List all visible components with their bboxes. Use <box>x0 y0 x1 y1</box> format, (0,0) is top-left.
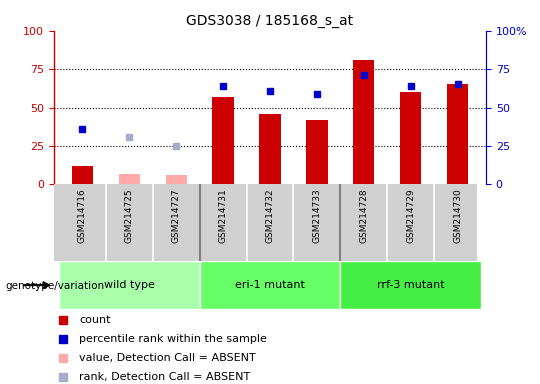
Text: GSM214729: GSM214729 <box>407 188 415 243</box>
Bar <box>72 166 93 184</box>
Text: GSM214732: GSM214732 <box>266 188 274 243</box>
Text: eri-1 mutant: eri-1 mutant <box>235 280 305 290</box>
Text: value, Detection Call = ABSENT: value, Detection Call = ABSENT <box>79 353 256 363</box>
Text: GSM214727: GSM214727 <box>172 188 180 243</box>
Text: percentile rank within the sample: percentile rank within the sample <box>79 334 267 344</box>
Bar <box>200 261 340 309</box>
Text: count: count <box>79 315 111 325</box>
Text: GSM214730: GSM214730 <box>453 188 462 243</box>
Bar <box>447 84 468 184</box>
Bar <box>212 97 234 184</box>
Title: GDS3038 / 185168_s_at: GDS3038 / 185168_s_at <box>186 14 354 28</box>
Text: wild type: wild type <box>104 280 154 290</box>
Text: rank, Detection Call = ABSENT: rank, Detection Call = ABSENT <box>79 371 251 382</box>
Text: GSM214733: GSM214733 <box>313 188 321 243</box>
Text: genotype/variation: genotype/variation <box>5 281 105 291</box>
Text: GSM214728: GSM214728 <box>360 188 368 243</box>
Text: GSM214731: GSM214731 <box>219 188 227 243</box>
Text: rrf-3 mutant: rrf-3 mutant <box>377 280 444 290</box>
Bar <box>353 60 374 184</box>
Bar <box>119 174 140 184</box>
Bar <box>166 175 187 184</box>
Text: GSM214716: GSM214716 <box>78 188 87 243</box>
Text: GSM214725: GSM214725 <box>125 188 133 243</box>
Bar <box>306 120 328 184</box>
Bar <box>259 114 281 184</box>
Bar <box>400 92 421 184</box>
Bar <box>340 261 481 309</box>
Bar <box>59 261 200 309</box>
